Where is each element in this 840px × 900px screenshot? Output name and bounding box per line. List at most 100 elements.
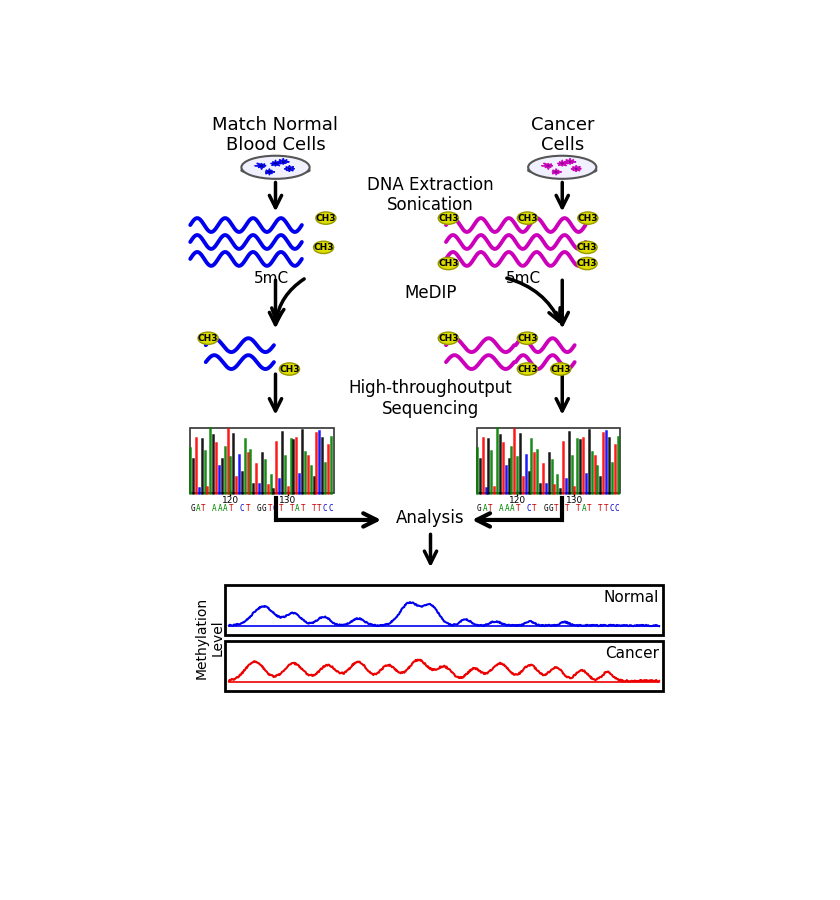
Text: 120: 120	[222, 496, 239, 505]
Text: CH3: CH3	[517, 364, 538, 373]
Ellipse shape	[528, 166, 596, 175]
Text: CH3: CH3	[577, 243, 597, 252]
Text: A: A	[482, 504, 487, 513]
Text: CH3: CH3	[577, 259, 597, 268]
Text: A: A	[582, 504, 586, 513]
Polygon shape	[278, 158, 289, 164]
Text: 5mC: 5mC	[254, 271, 289, 286]
Text: 5mC: 5mC	[506, 271, 541, 286]
Ellipse shape	[280, 363, 300, 375]
Text: A: A	[213, 504, 217, 513]
Text: T: T	[488, 504, 492, 513]
Text: Methylation
Level: Methylation Level	[195, 597, 225, 680]
Polygon shape	[270, 160, 281, 166]
Ellipse shape	[288, 167, 291, 170]
Polygon shape	[284, 166, 294, 172]
Text: CH3: CH3	[517, 213, 538, 222]
Text: Cancer
Cells: Cancer Cells	[531, 116, 594, 155]
Ellipse shape	[316, 212, 336, 224]
Ellipse shape	[569, 161, 571, 163]
Text: CH3: CH3	[578, 213, 598, 222]
Ellipse shape	[577, 257, 597, 270]
Text: T: T	[279, 504, 283, 513]
Text: T: T	[245, 504, 250, 513]
Text: C: C	[273, 504, 277, 513]
Text: 130: 130	[279, 496, 297, 505]
Ellipse shape	[528, 156, 596, 179]
Ellipse shape	[274, 162, 277, 165]
Polygon shape	[255, 163, 266, 169]
Ellipse shape	[578, 212, 598, 224]
Text: C: C	[527, 504, 531, 513]
Ellipse shape	[547, 165, 550, 166]
Text: A: A	[499, 504, 504, 513]
Text: A: A	[295, 504, 300, 513]
Text: CH3: CH3	[198, 334, 218, 343]
Ellipse shape	[554, 171, 558, 173]
Text: CH3: CH3	[279, 364, 300, 373]
Text: T: T	[554, 504, 559, 513]
Ellipse shape	[517, 332, 538, 345]
Text: C: C	[328, 504, 333, 513]
Text: T: T	[604, 504, 608, 513]
Polygon shape	[265, 168, 275, 175]
Text: T: T	[516, 504, 520, 513]
Polygon shape	[542, 163, 553, 169]
Text: DNA Extraction
Sonication: DNA Extraction Sonication	[367, 176, 494, 214]
Ellipse shape	[241, 156, 310, 179]
Text: G: G	[262, 504, 266, 513]
Ellipse shape	[575, 167, 578, 170]
Ellipse shape	[551, 363, 570, 375]
Text: C: C	[559, 504, 564, 513]
Ellipse shape	[198, 332, 218, 345]
Ellipse shape	[517, 363, 538, 375]
Text: C: C	[240, 504, 244, 513]
Ellipse shape	[241, 166, 310, 175]
Text: C: C	[615, 504, 619, 513]
Ellipse shape	[438, 212, 459, 224]
Bar	[190, 428, 333, 493]
Bar	[225, 641, 663, 691]
Text: T: T	[598, 504, 603, 513]
Text: 120: 120	[508, 496, 526, 505]
Text: C: C	[323, 504, 328, 513]
Text: A: A	[218, 504, 223, 513]
Text: A: A	[196, 504, 201, 513]
Text: MeDIP: MeDIP	[404, 284, 457, 302]
Text: High-throughoutput
Sequencing: High-throughoutput Sequencing	[349, 379, 512, 418]
Ellipse shape	[281, 161, 285, 163]
Text: T: T	[533, 504, 537, 513]
Ellipse shape	[561, 162, 564, 165]
Text: Normal: Normal	[604, 590, 659, 606]
Text: A: A	[505, 504, 509, 513]
Text: T: T	[587, 504, 592, 513]
Text: T: T	[290, 504, 294, 513]
Text: CH3: CH3	[313, 243, 333, 252]
Text: T: T	[565, 504, 570, 513]
Text: T: T	[202, 504, 206, 513]
Polygon shape	[552, 168, 561, 175]
Polygon shape	[558, 160, 568, 166]
Text: G: G	[256, 504, 261, 513]
Text: G: G	[477, 504, 481, 513]
Polygon shape	[564, 158, 576, 164]
Ellipse shape	[577, 241, 597, 254]
Polygon shape	[571, 166, 581, 172]
Text: T: T	[267, 504, 272, 513]
Text: G: G	[543, 504, 548, 513]
Text: G: G	[549, 504, 554, 513]
Text: CH3: CH3	[316, 213, 336, 222]
Text: CH3: CH3	[438, 213, 459, 222]
Text: G: G	[190, 504, 195, 513]
Text: T: T	[301, 504, 305, 513]
Text: 130: 130	[566, 496, 583, 505]
Text: A: A	[223, 504, 228, 513]
Ellipse shape	[517, 212, 538, 224]
Bar	[477, 428, 621, 493]
Ellipse shape	[313, 241, 333, 254]
Text: C: C	[609, 504, 614, 513]
Ellipse shape	[438, 257, 459, 270]
Bar	[225, 585, 663, 635]
Text: CH3: CH3	[438, 334, 459, 343]
Text: Analysis: Analysis	[396, 508, 465, 526]
